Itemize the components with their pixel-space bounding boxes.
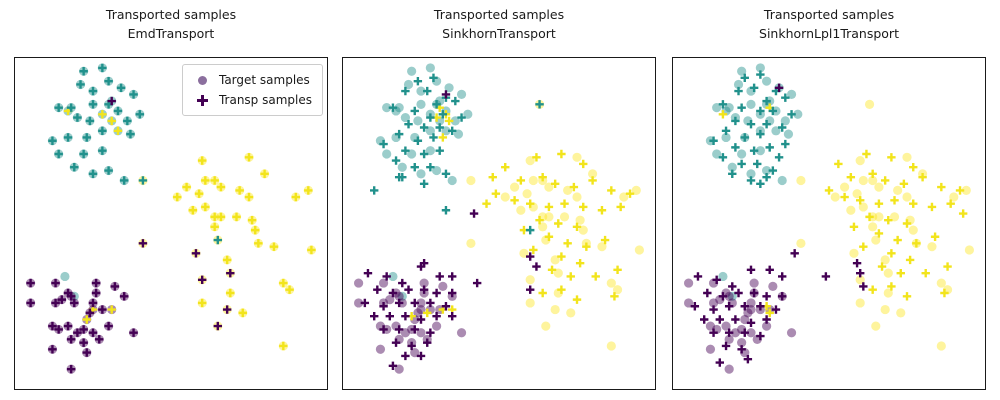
legend-item-target: Target samples: [191, 70, 312, 90]
scatter-plot-emd: [26, 63, 316, 374]
title-line-1: Transported samples: [433, 7, 565, 22]
title-line-2: SinkhornLpl1Transport: [759, 25, 899, 41]
title-line-1: Transported samples: [763, 7, 895, 22]
legend-label: Transp samples: [218, 93, 312, 107]
legend-item-transp: Transp samples: [191, 90, 312, 110]
plot-panel-sinkhorn: [342, 57, 656, 390]
transported-points: [360, 73, 635, 371]
scatter-plot-sinkhorn: [354, 63, 644, 374]
transp-plus-marker-icon: [191, 94, 215, 106]
legend-label: Target samples: [218, 73, 310, 87]
transported-points: [690, 70, 968, 367]
target-circle-marker-icon: [191, 75, 215, 85]
plot-panel-emd: Target samples Transp samples: [14, 57, 328, 390]
title-line-2: SinkhornTransport: [442, 25, 556, 41]
panel-title-sinkhorn: Transported samples SinkhornTransport: [342, 6, 656, 43]
target-points: [684, 63, 974, 374]
title-line-1: Transported samples: [105, 7, 237, 22]
legend: Target samples Transp samples: [181, 64, 323, 116]
target-points: [354, 63, 644, 374]
transported-points: [26, 63, 316, 374]
title-line-2: EmdTransport: [127, 25, 215, 41]
panel-title-sinkhorn-lpl1: Transported samples SinkhornLpl1Transpor…: [672, 6, 986, 43]
scatter-plot-sinkhorn-lpl1: [684, 63, 974, 374]
plot-panel-sinkhorn-lpl1: [672, 57, 986, 390]
panel-title-emd: Transported samples EmdTransport: [14, 6, 328, 43]
